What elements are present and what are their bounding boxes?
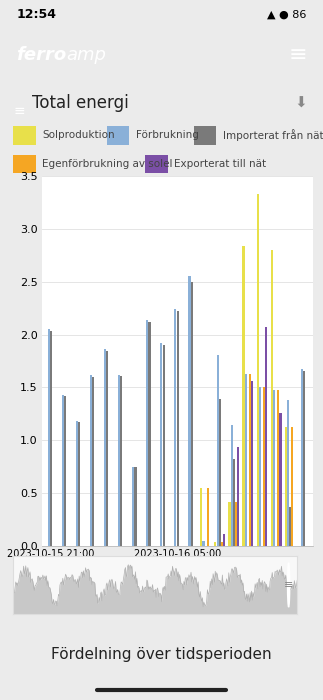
Bar (243, 246, 245, 546)
Bar (219, 399, 221, 546)
Circle shape (287, 563, 290, 607)
Bar (273, 389, 275, 546)
Bar (50, 331, 52, 546)
Bar (233, 459, 235, 546)
Bar (228, 502, 231, 546)
Bar (200, 488, 203, 546)
Bar (149, 322, 151, 546)
Bar (221, 542, 223, 546)
FancyBboxPatch shape (13, 126, 36, 145)
Bar (134, 467, 137, 546)
Bar (237, 447, 239, 546)
Bar (263, 387, 265, 546)
Bar (216, 355, 219, 546)
Bar (106, 351, 109, 546)
Bar (177, 312, 179, 546)
Bar (188, 276, 191, 546)
Bar (251, 381, 254, 546)
Text: Total energi: Total energi (32, 94, 129, 112)
Bar (287, 400, 289, 546)
Bar (132, 467, 134, 546)
Bar (104, 349, 106, 546)
Text: ≡: ≡ (288, 45, 307, 65)
Text: Egenförbrukning av solel: Egenförbrukning av solel (42, 159, 172, 169)
Text: Exporterat till nät: Exporterat till nät (174, 159, 266, 169)
Bar (90, 374, 92, 546)
Bar (191, 281, 193, 546)
Bar (231, 426, 233, 546)
Bar (162, 345, 165, 546)
Bar (78, 422, 80, 546)
Bar (266, 327, 267, 546)
Bar (160, 343, 162, 546)
Bar (174, 309, 176, 546)
Bar (277, 389, 279, 546)
Bar (76, 421, 78, 546)
Text: 12:54: 12:54 (16, 8, 56, 22)
Bar (62, 395, 64, 546)
Text: ferro: ferro (16, 46, 67, 64)
FancyBboxPatch shape (13, 155, 36, 173)
FancyBboxPatch shape (145, 155, 168, 173)
Bar (118, 374, 120, 546)
FancyBboxPatch shape (107, 126, 129, 145)
Bar (223, 534, 225, 546)
Bar (249, 374, 251, 546)
Bar (48, 329, 50, 546)
Bar (207, 488, 209, 546)
Text: ≡: ≡ (14, 104, 25, 118)
Bar (289, 507, 291, 546)
Bar (303, 370, 305, 546)
Text: amp: amp (66, 46, 106, 64)
Text: ▲ ● 86: ▲ ● 86 (267, 10, 307, 20)
Bar (271, 250, 273, 546)
Bar (259, 387, 261, 546)
Text: ≡: ≡ (284, 580, 293, 590)
Bar (214, 542, 216, 546)
Text: Förbrukning: Förbrukning (136, 130, 199, 141)
Bar (301, 370, 303, 546)
Text: Fördelning över tidsperioden: Fördelning över tidsperioden (51, 647, 272, 662)
Bar (285, 426, 287, 546)
Bar (92, 377, 94, 546)
FancyBboxPatch shape (194, 126, 216, 145)
Bar (256, 194, 259, 546)
Text: Solproduktion: Solproduktion (42, 130, 115, 141)
Bar (64, 396, 66, 546)
Bar (291, 426, 293, 546)
Text: Importerat från nät: Importerat från nät (223, 130, 323, 141)
Bar (120, 376, 122, 546)
Bar (279, 413, 282, 546)
Bar (203, 540, 204, 546)
Bar (146, 320, 148, 546)
Text: ⬇: ⬇ (294, 95, 307, 111)
Bar (235, 502, 237, 546)
Bar (245, 374, 247, 546)
